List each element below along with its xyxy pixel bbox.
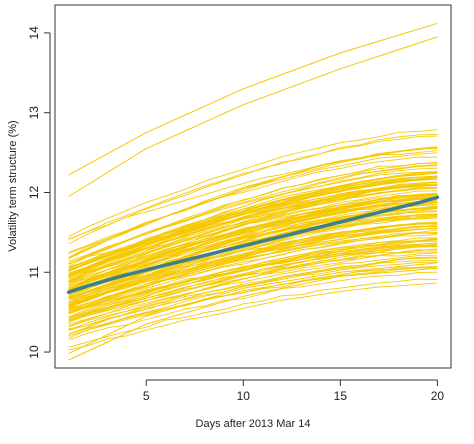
x-axis-title: Days after 2013 Mar 14 (196, 418, 311, 430)
simulated-path (68, 146, 438, 260)
simulated-path (68, 217, 438, 309)
simulated-path (68, 227, 438, 313)
extreme-path (68, 36, 438, 197)
simulated-path (68, 134, 438, 245)
y-tick-label: 12 (27, 185, 41, 199)
simulated-path (68, 278, 438, 348)
x-tick-label: 15 (334, 389, 348, 403)
simulated-path (68, 231, 438, 315)
simulated-path (68, 213, 438, 291)
x-tick-label: 20 (431, 389, 445, 403)
simulated-path (68, 200, 438, 291)
simulated-path (68, 201, 438, 289)
y-tick-label: 14 (27, 26, 41, 40)
simulated-path (68, 227, 438, 306)
simulated-paths (68, 129, 438, 351)
y-tick-label: 13 (27, 106, 41, 120)
simulated-path (68, 192, 438, 308)
simulated-path (68, 171, 438, 276)
extreme-path (68, 262, 438, 355)
y-axis: 10 11 12 13 14 (27, 26, 51, 359)
x-axis: 5 10 15 20 (143, 379, 445, 403)
simulated-path (68, 202, 438, 299)
simulated-path (68, 257, 438, 339)
simulated-path (68, 245, 438, 322)
simulated-path (68, 255, 438, 325)
mean-line (66, 195, 440, 294)
y-axis-title: Volatility term structure (%) (7, 120, 19, 251)
plot-frame (54, 4, 452, 369)
simulated-path (68, 187, 438, 290)
simulated-path (68, 197, 438, 289)
simulated-path (68, 257, 438, 328)
simulated-path (68, 183, 438, 276)
simulated-path (68, 237, 438, 318)
simulated-path (68, 176, 438, 284)
simulated-path (68, 171, 438, 262)
simulated-path (68, 152, 438, 255)
x-tick-label: 5 (143, 389, 150, 403)
simulated-path (68, 161, 438, 267)
simulated-path (68, 148, 438, 258)
simulated-path (68, 222, 438, 306)
simulated-path (68, 223, 438, 300)
y-tick-label: 10 (27, 345, 41, 359)
simulated-path (68, 184, 438, 286)
simulated-path (68, 282, 438, 351)
x-tick-label: 10 (237, 389, 251, 403)
highlighted-paths (68, 22, 438, 361)
extreme-path (68, 267, 438, 361)
simulated-path (68, 265, 438, 335)
simulated-path (68, 232, 438, 304)
extreme-path (68, 22, 438, 176)
mean-path (66, 195, 440, 294)
simulated-path (68, 213, 438, 307)
y-tick-label: 11 (27, 266, 41, 279)
simulated-path (68, 129, 438, 238)
simulated-path (68, 201, 438, 292)
